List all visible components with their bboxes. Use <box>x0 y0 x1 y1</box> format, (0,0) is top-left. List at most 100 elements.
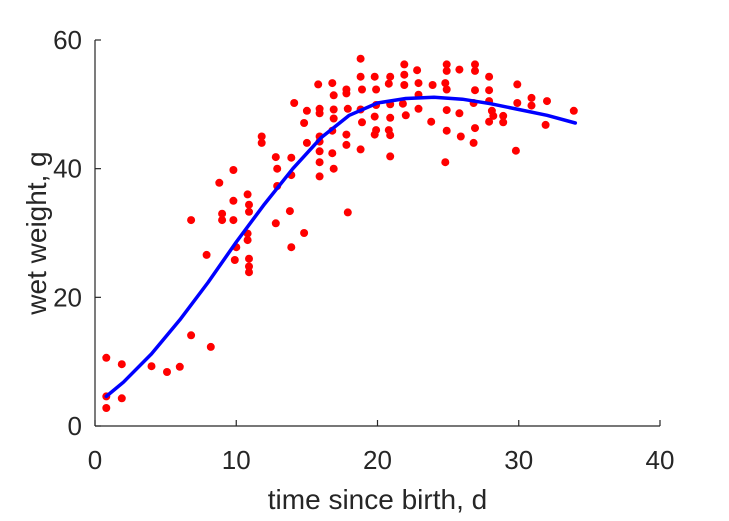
data-point <box>386 152 395 161</box>
data-point <box>314 80 323 89</box>
data-point <box>257 138 266 147</box>
data-point <box>230 256 239 264</box>
data-point <box>471 124 479 133</box>
data-point <box>206 342 215 351</box>
y-tick-label: 40 <box>53 154 82 184</box>
data-point <box>427 117 436 126</box>
data-point <box>485 117 494 126</box>
data-point <box>413 66 422 75</box>
data-point <box>386 113 395 122</box>
data-point <box>386 131 395 140</box>
y-tick-label: 0 <box>68 411 82 441</box>
data-point <box>300 119 309 127</box>
data-point <box>384 79 393 88</box>
x-axis-title: time since birth, d <box>268 484 487 515</box>
data-point <box>370 72 379 81</box>
data-point <box>245 254 253 263</box>
data-point <box>441 158 450 167</box>
data-point <box>441 79 450 88</box>
data-point <box>202 250 211 259</box>
data-point <box>499 118 508 127</box>
data-point <box>543 97 551 106</box>
data-point <box>370 112 379 121</box>
x-tick-label: 20 <box>363 445 392 475</box>
data-point <box>343 104 352 113</box>
data-point <box>485 72 494 81</box>
data-point <box>187 331 196 340</box>
data-point <box>356 54 365 63</box>
data-point <box>285 207 294 216</box>
data-point <box>442 60 451 69</box>
data-point <box>245 207 253 216</box>
data-point <box>400 60 409 69</box>
data-point <box>271 219 280 228</box>
data-point <box>456 132 465 141</box>
data-point <box>372 85 381 94</box>
data-point <box>471 86 479 95</box>
data-point <box>401 111 410 120</box>
data-point <box>117 394 126 403</box>
data-point <box>287 153 296 162</box>
data-point <box>471 66 479 75</box>
data-point <box>187 216 196 225</box>
data-point <box>300 229 309 237</box>
data-point <box>513 99 522 107</box>
x-tick-label: 10 <box>222 445 251 475</box>
data-marks <box>102 54 578 412</box>
data-point <box>455 65 464 74</box>
data-point <box>499 111 508 120</box>
data-point <box>229 216 238 225</box>
data-point <box>245 268 253 277</box>
data-point <box>527 93 536 102</box>
data-point <box>342 130 351 139</box>
data-point <box>243 190 252 199</box>
data-point <box>290 99 299 107</box>
data-point <box>442 106 451 115</box>
data-point <box>215 178 224 187</box>
data-point <box>442 85 451 94</box>
data-point <box>398 99 407 108</box>
data-point <box>329 164 338 173</box>
data-point <box>243 236 252 245</box>
data-point <box>229 166 238 174</box>
data-point <box>343 208 352 217</box>
data-point <box>386 72 395 81</box>
data-point <box>414 79 423 88</box>
data-point <box>315 158 324 167</box>
data-point <box>328 149 337 158</box>
data-point <box>302 106 311 115</box>
data-point <box>163 368 171 376</box>
fit-curve <box>104 95 578 399</box>
data-point <box>315 109 324 118</box>
x-tick-label: 40 <box>646 445 675 475</box>
y-axis-title: wet weight, g <box>21 151 52 315</box>
data-point <box>358 118 366 127</box>
data-point <box>469 138 478 147</box>
data-point <box>442 66 451 75</box>
data-point <box>271 153 280 162</box>
x-tick-label: 30 <box>504 445 533 475</box>
data-point <box>471 60 479 69</box>
data-point <box>102 404 111 412</box>
data-point <box>513 80 522 89</box>
data-point <box>485 86 494 95</box>
data-point <box>329 114 338 123</box>
data-point <box>511 146 520 155</box>
data-point <box>175 362 184 371</box>
data-point <box>315 147 324 156</box>
data-point <box>257 132 266 141</box>
data-point <box>117 360 126 369</box>
data-point <box>315 172 324 181</box>
data-point <box>442 126 451 135</box>
data-point <box>328 79 337 88</box>
data-point <box>428 81 437 89</box>
data-point <box>370 130 379 139</box>
data-point <box>414 104 423 113</box>
data-point <box>245 200 253 209</box>
y-tick-label: 60 <box>53 25 82 55</box>
data-point <box>102 353 111 362</box>
data-point <box>356 72 365 81</box>
data-point <box>527 101 536 110</box>
